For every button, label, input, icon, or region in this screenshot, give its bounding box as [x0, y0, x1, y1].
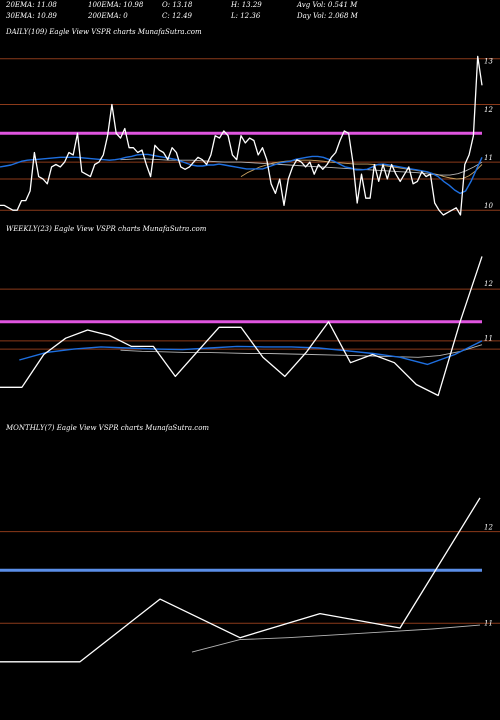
weekly-price-line	[0, 256, 483, 397]
weekly-ytick-label: 12	[484, 280, 493, 288]
weekly-panel: 12 11	[0, 256, 500, 397]
daily-ema-tan-line	[240, 159, 483, 180]
daily-ytick-label: 11	[484, 154, 493, 162]
monthly-ytick-label: 11	[484, 620, 493, 628]
ema100-readout: 100EMA: 10.98	[88, 1, 144, 9]
high-readout: H: 13.29	[231, 1, 262, 9]
monthly-ema-slow-line	[191, 624, 481, 653]
low-readout: L: 12.36	[231, 12, 261, 20]
daily-panel-label: DAILY(109) Eagle View VSPR charts Munafa…	[6, 28, 202, 36]
weekly-panel-label: WEEKLY(23) Eagle View VSPR charts Munafa…	[6, 225, 207, 233]
daily-price-line	[0, 55, 483, 216]
day-vol-readout: Day Vol: 2.068 M	[297, 12, 358, 20]
ema20-readout: 20EMA: 11.08	[6, 1, 57, 9]
close-readout: C: 12.49	[162, 12, 192, 20]
monthly-ytick-label: 12	[484, 523, 493, 531]
weekly-ema-fast-line	[19, 340, 483, 366]
daily-ytick-label: 10	[484, 202, 493, 210]
open-readout: O: 13.18	[162, 1, 193, 9]
ema30-readout: 30EMA: 10.89	[6, 12, 57, 20]
ema200-readout: 200EMA: 0	[88, 12, 128, 20]
weekly-ytick-label: 11	[484, 335, 493, 343]
monthly-panel-label: MONTHLY(7) Eagle View VSPR charts Munafa…	[6, 424, 210, 432]
avg-vol-readout: Avg Vol: 0.541 M	[297, 1, 358, 9]
monthly-panel: 12 11	[0, 497, 500, 663]
weekly-ema-slow-line	[120, 344, 483, 358]
daily-ytick-label: 12	[484, 106, 493, 114]
monthly-price-line	[0, 497, 481, 663]
daily-ema-fast-line	[0, 153, 483, 195]
daily-panel: 13 12 11 10	[0, 55, 500, 216]
daily-ytick-label: 13	[484, 58, 493, 66]
